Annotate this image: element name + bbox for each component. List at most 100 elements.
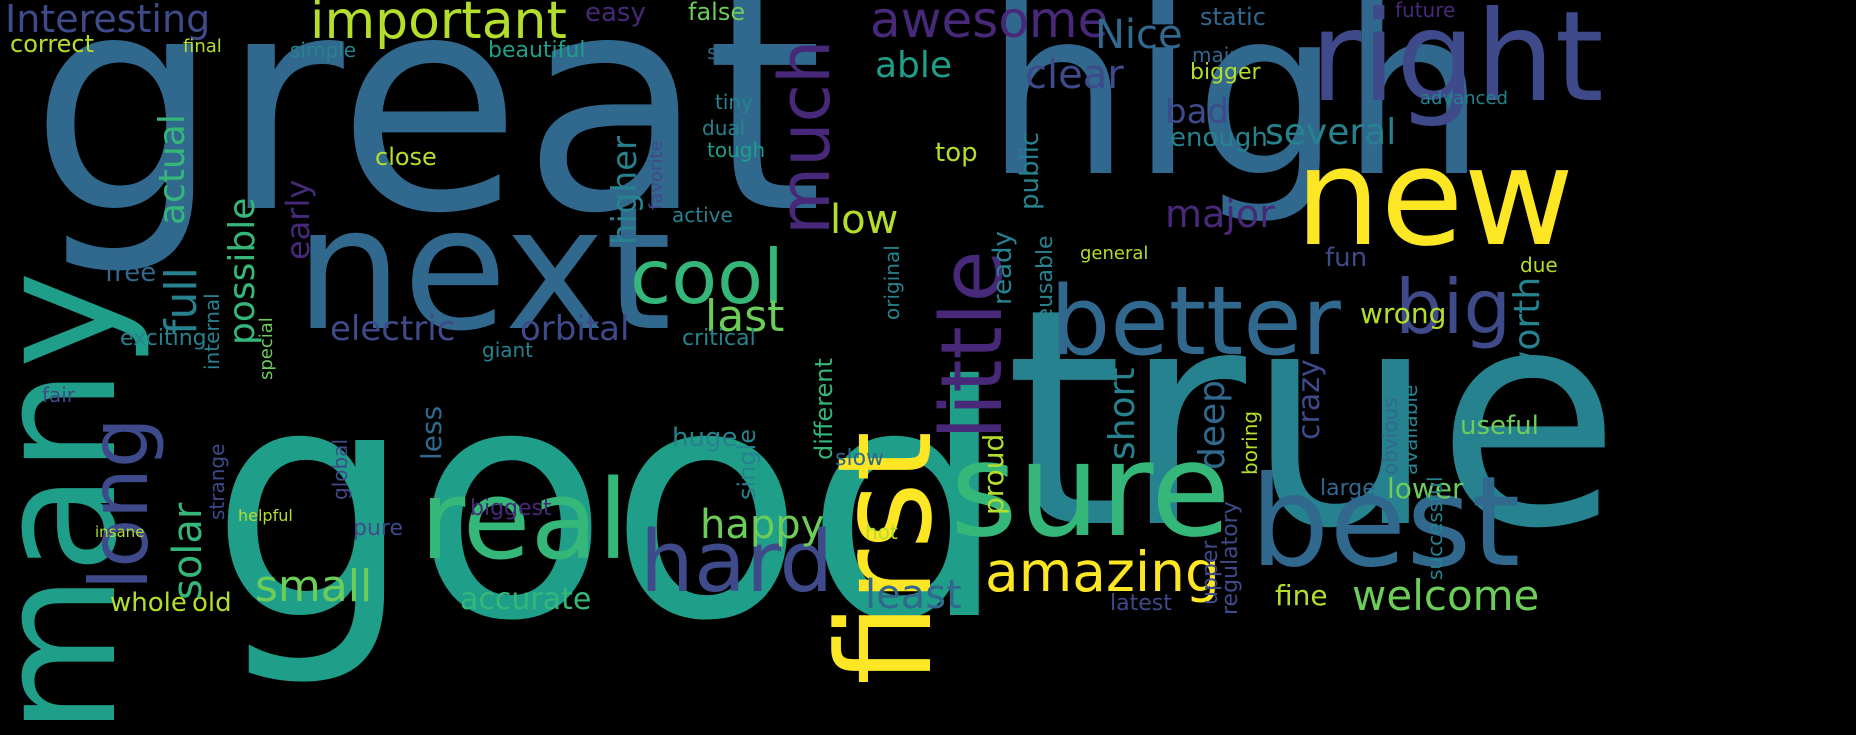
word-due: due xyxy=(1520,253,1558,277)
word-original: original xyxy=(880,245,904,320)
word-future: future xyxy=(1395,0,1456,22)
word-internal: internal xyxy=(200,293,224,370)
word-fun: fun xyxy=(1325,243,1368,273)
word-right: right xyxy=(1310,0,1604,130)
word-able: able xyxy=(875,45,953,86)
word-proud: proud xyxy=(977,433,1010,515)
word-active: active xyxy=(672,203,733,227)
word-critical: critical xyxy=(682,326,756,351)
word-advanced: advanced xyxy=(1420,88,1508,109)
word-ready: ready xyxy=(988,231,1018,305)
word-pure: pure xyxy=(353,516,404,541)
word-solar: solar xyxy=(165,502,211,600)
word-top: top xyxy=(935,138,978,168)
word-useful: useful xyxy=(1460,411,1539,441)
word-amazing: amazing xyxy=(985,540,1220,604)
word-correct: correct xyxy=(10,30,95,58)
word-electric: electric xyxy=(330,309,456,349)
word-short: short xyxy=(1102,367,1143,460)
word-great: great xyxy=(30,0,824,279)
word-wrong: wrong xyxy=(1360,297,1447,330)
word-full: full xyxy=(156,267,207,335)
word-insane: insane xyxy=(95,523,145,541)
word-beautiful: beautiful xyxy=(488,38,586,63)
word-reusable: reusable xyxy=(1033,235,1058,330)
word-obvious: obvious xyxy=(1378,397,1402,475)
word-sure: sure xyxy=(950,414,1231,566)
word-long: long xyxy=(73,417,166,590)
word-less: less xyxy=(415,405,448,460)
word-high: high xyxy=(985,0,1487,228)
word-cool: cool xyxy=(630,233,784,321)
word-special: special xyxy=(256,317,277,380)
word-favorite: favorite xyxy=(646,140,667,210)
word-huge: huge xyxy=(672,423,738,453)
word-accurate: accurate xyxy=(460,582,592,617)
word-final: final xyxy=(183,36,222,57)
word-new: new xyxy=(1295,119,1575,276)
word-happy: happy xyxy=(700,502,825,548)
word-easy: easy xyxy=(585,0,646,28)
word-orbital: orbital xyxy=(520,309,630,349)
word-hard: hard xyxy=(640,513,834,612)
word-several: several xyxy=(1265,112,1397,153)
word-strange: strange xyxy=(205,443,229,520)
word-close: close xyxy=(375,143,437,171)
word-enough: enough xyxy=(1170,123,1268,153)
word-main: main xyxy=(1192,43,1242,67)
word-simple: simple xyxy=(290,38,357,62)
word-worth: worth xyxy=(1507,276,1548,380)
word-single: single xyxy=(733,428,761,500)
word-better: better xyxy=(1050,267,1341,377)
word-best: best xyxy=(1250,450,1521,595)
word-small: small xyxy=(255,561,373,612)
word-boring: boring xyxy=(1238,410,1262,475)
word-bigger: bigger xyxy=(1190,60,1261,85)
word-free: free xyxy=(105,258,157,288)
word-real: real xyxy=(420,456,629,584)
word-crazy: crazy xyxy=(1292,359,1327,440)
word-last: last xyxy=(705,291,785,342)
word-higher: higher xyxy=(605,135,645,245)
word-whole: whole xyxy=(110,588,187,618)
word-Nice: Nice xyxy=(1095,12,1183,58)
word-latest: latest xyxy=(1110,591,1172,616)
word-important: important xyxy=(310,0,567,51)
word-fair: fair xyxy=(42,383,76,407)
word-deep: deep xyxy=(1192,380,1233,470)
word-false: false xyxy=(688,0,746,26)
word-awesome: awesome xyxy=(870,0,1109,49)
word-hot: hot xyxy=(865,520,898,544)
word-safe: safe xyxy=(707,40,750,64)
word-regulatory: regulatory xyxy=(1218,501,1243,615)
word-true: true xyxy=(1005,245,1621,594)
word-next: next xyxy=(295,171,672,369)
word-actual: actual xyxy=(152,114,193,225)
word-global: global xyxy=(328,439,352,500)
word-fine: fine xyxy=(1275,579,1328,612)
word-different: different xyxy=(810,358,838,460)
word-slow: slow xyxy=(835,446,885,471)
word-helpful: helpful xyxy=(238,506,293,525)
word-successful: successful xyxy=(1423,476,1447,580)
word-major: major xyxy=(1165,192,1275,236)
word-tiny: tiny xyxy=(715,90,753,114)
word-good: good xyxy=(210,319,1008,691)
word-static: static xyxy=(1200,3,1266,31)
word-bad: bad xyxy=(1165,92,1229,132)
word-clear: clear xyxy=(1025,52,1124,98)
word-welcome: welcome xyxy=(1352,571,1540,620)
word-exciting: exciting xyxy=(120,326,207,351)
word-general: general xyxy=(1080,243,1149,264)
word-low: low xyxy=(830,197,899,243)
word-Interesting: Interesting xyxy=(5,0,211,41)
word-tough: tough xyxy=(707,138,766,162)
word-least: least xyxy=(865,572,962,618)
word-old: old xyxy=(192,588,232,618)
word-public: public xyxy=(1015,131,1045,210)
word-early: early xyxy=(279,179,317,260)
word-available: available xyxy=(1398,384,1422,475)
word-dual: dual xyxy=(702,116,746,140)
word-big: big xyxy=(1395,263,1512,351)
